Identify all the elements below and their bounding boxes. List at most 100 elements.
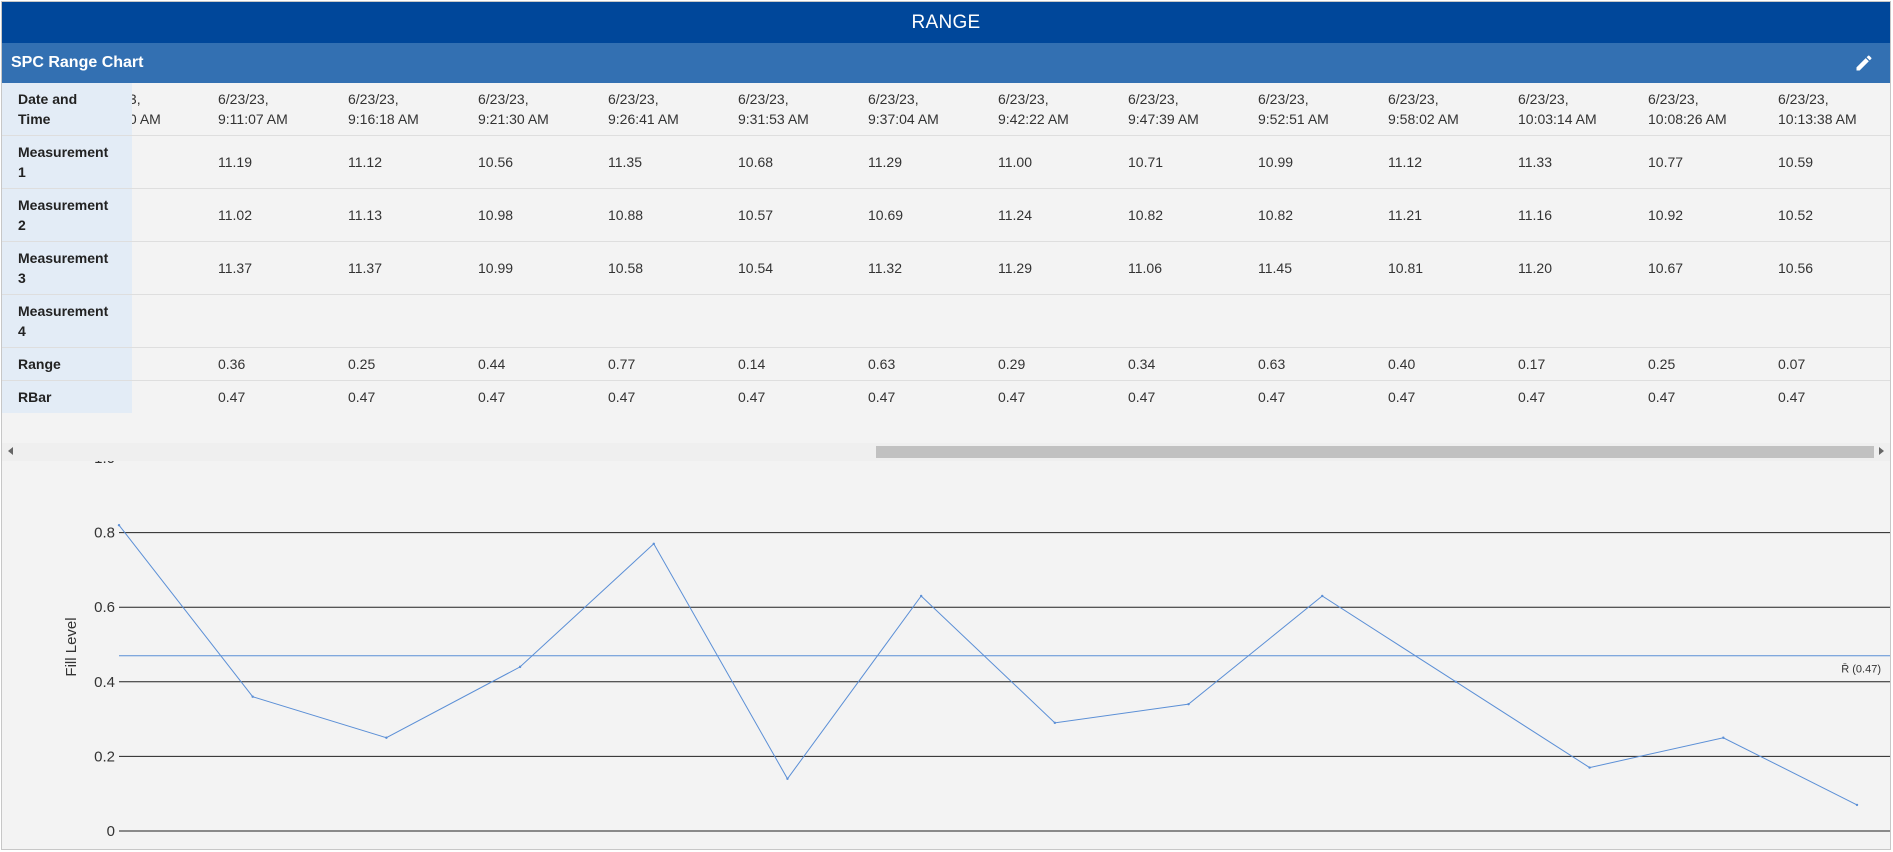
- cell-text: 10.67: [1648, 260, 1684, 276]
- cell-text: 0.07: [1778, 356, 1806, 372]
- cell-text: 10.98: [478, 207, 514, 223]
- table-cell: 0.40: [1388, 348, 1518, 380]
- table-cell: 0.25: [348, 348, 478, 380]
- table-cell: [1518, 295, 1648, 347]
- measurement-1-row: Measurement 1 11.19 11.12 10.56 11.35 10.68 11…: [2, 136, 1890, 189]
- cell-text: 11.33: [1518, 154, 1552, 170]
- range-data-point: [786, 777, 789, 780]
- table-cell: 0.47: [478, 381, 608, 413]
- table-cell: 6/23/23, 9:16:18 AM: [348, 83, 478, 135]
- cell-text: 0.34: [1128, 356, 1156, 372]
- rbar-row: RBar 0.47 0.47 0.47 0.47 0.47 0.47 0.47 0.47 0.47…: [2, 381, 1890, 413]
- cell-text: 0.17: [1518, 356, 1546, 372]
- table-cell: [1778, 295, 1890, 347]
- table-cell: 10.69: [868, 189, 998, 241]
- range-data-point: [518, 665, 522, 669]
- row-header: Measurement 1: [2, 136, 132, 188]
- table-cell: 0.44: [478, 348, 608, 380]
- table-cell: 6/23/23, 9:21:30 AM: [478, 83, 608, 135]
- panel-header: SPC Range Chart: [2, 43, 1890, 83]
- cell-text: 0.47: [998, 389, 1026, 405]
- cell-text: 11.29: [998, 260, 1032, 276]
- table-cell: 0.47: [1648, 381, 1778, 413]
- table-cell: 11.45: [1258, 242, 1388, 294]
- table-cell: 6/23/23, 10:03:14 AM: [1518, 83, 1648, 135]
- table-cell: 0.47: [608, 381, 738, 413]
- cell-text: 6/23/23, 9:37:04 AM: [868, 91, 939, 127]
- cell-text: 0.44: [478, 356, 506, 372]
- cell-text: 11.13: [348, 207, 382, 223]
- table-cell: 10.77: [1648, 136, 1778, 188]
- window-title: RANGE: [911, 11, 981, 33]
- row-header: RBar: [2, 381, 132, 413]
- y-tick-label: 0.8: [94, 525, 115, 542]
- table-cell: 6/23/23, 9:26:41 AM: [608, 83, 738, 135]
- range-data-point: [652, 542, 655, 545]
- scroll-right-arrow-icon[interactable]: [1879, 447, 1884, 455]
- table-cell: 6/23/23, 9:06:00 AM: [132, 83, 162, 135]
- cell-text: 10.56: [1778, 260, 1814, 276]
- table-cell: 11.37: [348, 242, 478, 294]
- measurement-4-row: Measurement 4: [2, 295, 1890, 348]
- table-cell: 10.99: [1258, 136, 1388, 188]
- cell-text: 0.25: [1648, 356, 1676, 372]
- cell-text: 11.20: [1518, 260, 1552, 276]
- cell-text: 0.63: [868, 356, 896, 372]
- cell-text: 0.47: [218, 389, 246, 405]
- pencil-icon[interactable]: [1854, 53, 1874, 73]
- cell-text: 10.57: [738, 207, 774, 223]
- table-cell: 6/23/23, 9:42:22 AM: [998, 83, 1128, 135]
- table-cell: [348, 295, 478, 347]
- table-cell: 6/23/23, 9:52:51 AM: [1258, 83, 1388, 135]
- rbar-label: R̄ (0.47): [1841, 663, 1881, 676]
- row-header-label: Measurement 1: [18, 144, 109, 180]
- range-chart: 0 0.2 0.4 0.6 0.8 1.0 Fill Level R̄ (0.47): [2, 461, 1890, 849]
- table-cell: [998, 295, 1128, 347]
- table-cell: 0.47: [1518, 381, 1648, 413]
- cell-text: 11.35: [608, 154, 642, 170]
- table-cell: 11.12: [1388, 136, 1518, 188]
- horizontal-scrollbar[interactable]: [2, 443, 1890, 461]
- y-tick-label: 1.0: [94, 461, 115, 467]
- y-tick-label: 0: [107, 823, 115, 840]
- table-cell: 0.47: [1128, 381, 1258, 413]
- cell-text: 11.02: [218, 207, 252, 223]
- cell-text: 6/23/23, 10:03:14 AM: [1518, 91, 1597, 127]
- cell-text: 0.47: [1388, 389, 1416, 405]
- range-data-point: [1321, 594, 1324, 598]
- cell-text: 11.24: [998, 207, 1032, 223]
- table-cell: 10.71: [1128, 136, 1258, 188]
- table-cell: 10.58: [608, 242, 738, 294]
- table-cell: [1388, 295, 1518, 347]
- cell-text: 10.88: [608, 207, 644, 223]
- cell-text: 11.45: [1258, 260, 1292, 276]
- data-table: Date and Time 6/23/23, 9:06:00 AM 6/23/23,…: [2, 83, 1890, 413]
- scroll-left-arrow-icon[interactable]: [8, 447, 13, 455]
- table-cell: 10.68: [738, 136, 868, 188]
- table-cell: 11.35: [608, 136, 738, 188]
- table-cell: 0.29: [998, 348, 1128, 380]
- title-bar: RANGE: [2, 2, 1890, 43]
- row-header-label: Measurement 3: [18, 250, 109, 286]
- y-axis-title: Fill Level: [63, 617, 80, 676]
- cell-text: 10.82: [1258, 207, 1294, 223]
- table-cell: 10.98: [478, 189, 608, 241]
- panel-title: SPC Range Chart: [11, 54, 144, 71]
- range-data-point: [251, 695, 254, 698]
- table-cell: 0.77: [608, 348, 738, 380]
- cell-text: 6/23/23, 9:52:51 AM: [1258, 91, 1329, 127]
- y-tick-label: 0.6: [94, 599, 115, 616]
- range-row: Range 0.36 0.25 0.44 0.77 0.14 0.63 0.29 0.34 0.6…: [2, 348, 1890, 381]
- table-cell: [1648, 295, 1778, 347]
- cell-text: 10.71: [1128, 154, 1164, 170]
- table-cell: [868, 295, 998, 347]
- cell-text: 11.32: [868, 260, 902, 276]
- cell-text: 0.36: [218, 356, 246, 372]
- table-cell: 10.59: [1778, 136, 1890, 188]
- cell-text: 0.47: [738, 389, 766, 405]
- table-cell: 0.07: [1778, 348, 1890, 380]
- table-cell: 10.52: [1778, 189, 1890, 241]
- cell-text: 10.69: [868, 207, 904, 223]
- scrollbar-thumb[interactable]: [876, 446, 1874, 458]
- table-cell: 0.47: [348, 381, 478, 413]
